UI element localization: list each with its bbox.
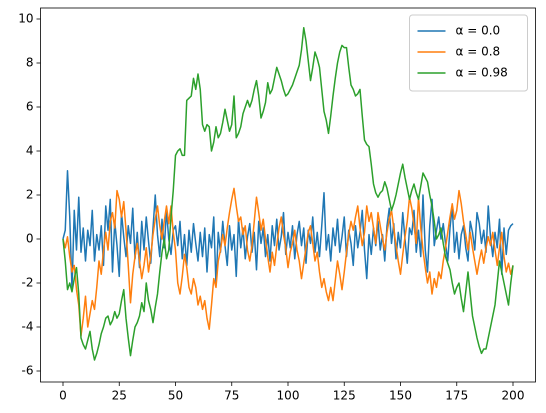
y-tick-label: -6 [22,364,34,378]
y-tick-label: -2 [22,276,34,290]
legend-label: α = 0.8 [456,45,501,59]
series-line [62,187,514,337]
y-tick-label: -4 [22,320,34,334]
x-tick-label: 125 [333,389,356,403]
x-tick-label: 25 [112,389,127,403]
y-tick-label: 6 [26,100,34,114]
y-tick-label: 2 [26,188,34,202]
y-tick-label: 4 [26,144,34,158]
x-tick-label: 50 [168,389,183,403]
legend-label: α = 0.0 [456,24,501,38]
y-tick-label: 0 [26,232,34,246]
x-tick-label: 75 [224,389,239,403]
x-tick-label: 200 [502,389,525,403]
series-line [62,27,514,361]
legend-box [409,14,528,92]
y-tick-label: 8 [26,56,34,70]
x-tick-label: 175 [445,389,468,403]
y-tick-label: 10 [18,12,33,26]
x-tick-label: 150 [389,389,412,403]
legend-label: α = 0.98 [456,66,508,80]
axes-frame [40,7,536,383]
x-tick-label: 100 [277,389,300,403]
x-tick-label: 0 [59,389,67,403]
